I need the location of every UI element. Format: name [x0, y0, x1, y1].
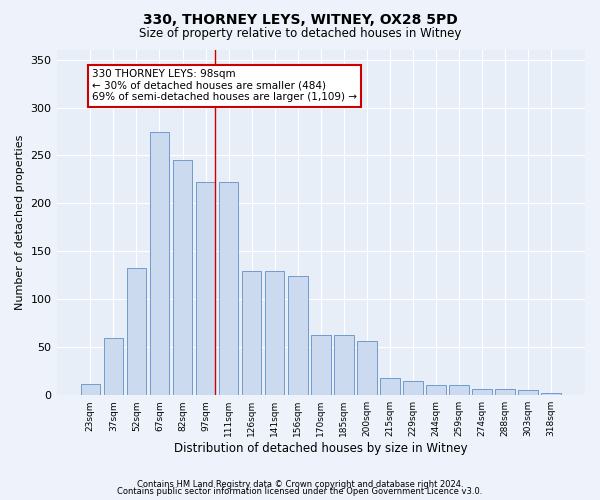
Bar	[104, 338, 123, 395]
Text: 330 THORNEY LEYS: 98sqm
← 30% of detached houses are smaller (484)
69% of semi-d: 330 THORNEY LEYS: 98sqm ← 30% of detache…	[92, 69, 357, 102]
Text: Size of property relative to detached houses in Witney: Size of property relative to detached ho…	[139, 28, 461, 40]
Bar	[426, 384, 446, 395]
Bar	[242, 270, 262, 395]
Bar	[518, 390, 538, 395]
Bar	[265, 270, 284, 395]
Text: Contains public sector information licensed under the Open Government Licence v3: Contains public sector information licen…	[118, 487, 482, 496]
Bar	[149, 132, 169, 395]
Bar	[334, 335, 353, 395]
Bar	[288, 276, 308, 395]
Text: 330, THORNEY LEYS, WITNEY, OX28 5PD: 330, THORNEY LEYS, WITNEY, OX28 5PD	[143, 12, 457, 26]
Bar	[196, 182, 215, 395]
Bar	[311, 335, 331, 395]
Y-axis label: Number of detached properties: Number of detached properties	[15, 135, 25, 310]
Bar	[472, 390, 492, 395]
Bar	[173, 160, 193, 395]
Text: Contains HM Land Registry data © Crown copyright and database right 2024.: Contains HM Land Registry data © Crown c…	[137, 480, 463, 489]
Bar	[219, 182, 238, 395]
X-axis label: Distribution of detached houses by size in Witney: Distribution of detached houses by size …	[174, 442, 467, 455]
Bar	[449, 384, 469, 395]
Bar	[403, 381, 423, 395]
Bar	[80, 384, 100, 395]
Bar	[127, 268, 146, 395]
Bar	[357, 340, 377, 395]
Bar	[496, 390, 515, 395]
Bar	[380, 378, 400, 395]
Bar	[541, 394, 561, 395]
